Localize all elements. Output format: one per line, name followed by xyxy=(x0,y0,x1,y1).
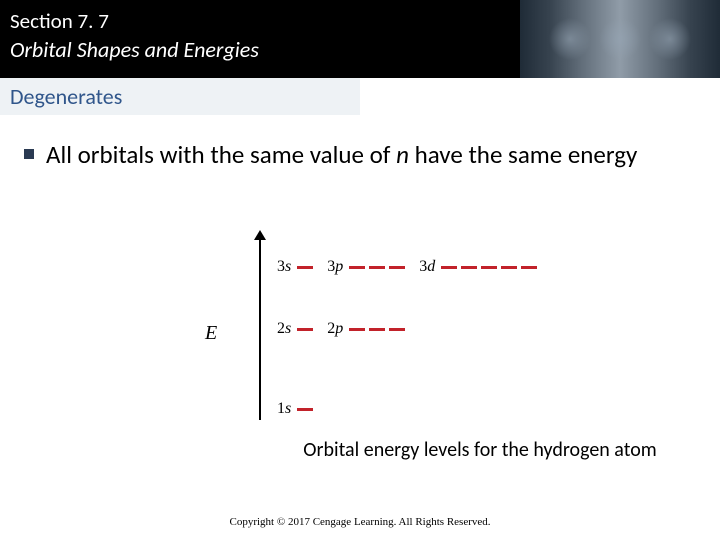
bullet-pre: All orbitals with the same value of xyxy=(46,139,396,170)
orbital-dash xyxy=(461,266,477,269)
section-title: Orbital Shapes and Energies xyxy=(10,36,710,63)
slide-header: Section 7. 7 Orbital Shapes and Energies xyxy=(0,0,720,78)
orbital-dash xyxy=(349,328,365,331)
section-number: Section 7. 7 xyxy=(10,8,710,34)
orbital-dash xyxy=(297,266,313,269)
orbital-dash xyxy=(481,266,497,269)
orbital-dash-group xyxy=(297,266,313,269)
orbital-label: 2p xyxy=(327,320,343,338)
content-area: All orbitals with the same value of n ha… xyxy=(0,115,720,170)
orbital-label: 3s xyxy=(277,258,291,276)
orbital-label: 2s xyxy=(277,320,291,338)
subtitle-text: Degenerates xyxy=(10,83,122,110)
bullet-post: have the same energy xyxy=(409,139,637,170)
orbital-dash-group xyxy=(349,328,405,331)
energy-level-row: 1s xyxy=(277,400,327,418)
orbital-label: 1s xyxy=(277,400,291,418)
orbital-dash xyxy=(369,266,385,269)
orbital-dash xyxy=(369,328,385,331)
orbital-label: 3d xyxy=(419,258,435,276)
diagram-caption: Orbital energy levels for the hydrogen a… xyxy=(300,438,660,462)
axis-line xyxy=(259,236,261,420)
energy-diagram: E 3s 3p 3d 2s 2p 1s xyxy=(205,232,575,427)
orbital-dash xyxy=(297,328,313,331)
orbital-dash xyxy=(521,266,537,269)
bullet-item: All orbitals with the same value of n ha… xyxy=(24,139,696,170)
orbital-dash xyxy=(389,266,405,269)
axis-arrow-icon xyxy=(254,230,266,240)
orbital-dash-group xyxy=(441,266,537,269)
axis-label: E xyxy=(205,322,217,345)
orbital-dash xyxy=(501,266,517,269)
orbital-label: 3p xyxy=(327,258,343,276)
orbital-dash xyxy=(297,408,313,411)
energy-level-row: 3s 3p 3d xyxy=(277,258,551,276)
bullet-var: n xyxy=(396,139,409,170)
orbital-dash xyxy=(349,266,365,269)
energy-level-row: 2s 2p xyxy=(277,320,419,338)
orbital-dash-group xyxy=(297,408,313,411)
bullet-marker xyxy=(24,149,34,159)
orbital-dash xyxy=(389,328,405,331)
orbital-dash-group xyxy=(349,266,405,269)
bullet-text: All orbitals with the same value of n ha… xyxy=(46,139,637,170)
orbital-dash xyxy=(441,266,457,269)
subtitle-bar: Degenerates xyxy=(0,78,360,115)
copyright-text: Copyright © 2017 Cengage Learning. All R… xyxy=(0,516,720,528)
orbital-dash-group xyxy=(297,328,313,331)
